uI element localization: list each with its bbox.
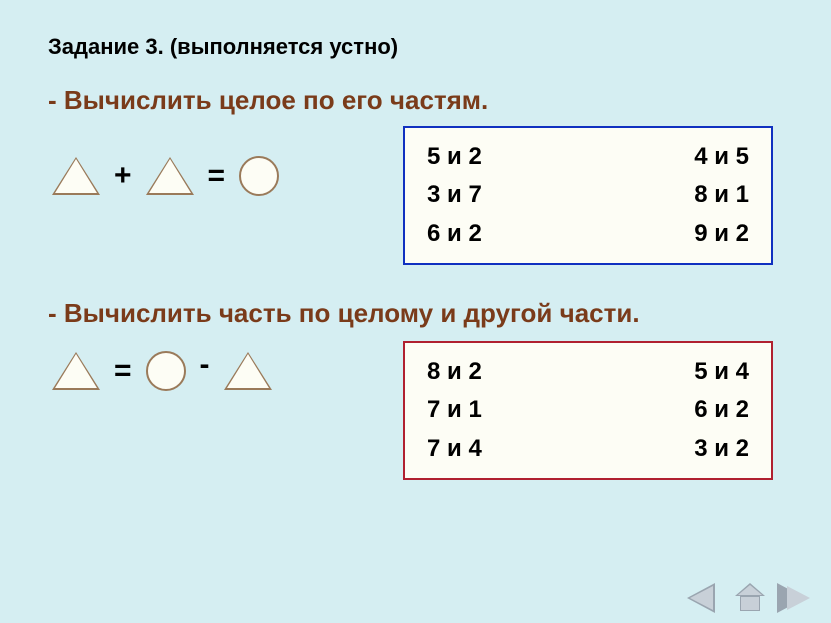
section2-body: = - 8 и 2 5 и 4 7 и 1 6 и 2 7 и 4 3 и 2 (48, 341, 783, 480)
pair-cell: 4 и 5 (694, 138, 749, 176)
section1-equation-area: + = (48, 126, 279, 265)
task-title: Задание 3. (выполняется устно) (48, 34, 783, 60)
equation-2: = - (52, 351, 272, 391)
pair-cell: 8 и 1 (694, 176, 749, 214)
pair-cell: 9 и 2 (694, 215, 749, 253)
equals-operator: = (208, 159, 226, 193)
nav-controls (687, 583, 813, 613)
arrow-right-icon (777, 583, 805, 613)
plus-operator: + (114, 159, 132, 193)
arrow-left-icon (687, 583, 715, 613)
nav-forward-button[interactable] (777, 583, 813, 613)
minus-operator: - (200, 348, 210, 382)
section1-body: + = 5 и 2 4 и 5 3 и 7 8 и 1 6 и 2 9 и 2 (48, 126, 783, 265)
table-row: 5 и 2 4 и 5 (427, 138, 749, 176)
pair-cell: 8 и 2 (427, 353, 482, 391)
pair-cell: 7 и 4 (427, 430, 482, 468)
nav-home-button[interactable] (735, 583, 765, 613)
section2-equation-area: = - (48, 341, 272, 480)
pair-cell: 3 и 7 (427, 176, 482, 214)
equation-1: + = (52, 156, 279, 196)
pair-cell: 6 и 2 (694, 391, 749, 429)
circle-icon (239, 156, 279, 196)
circle-icon (146, 351, 186, 391)
table-row: 6 и 2 9 и 2 (427, 215, 749, 253)
pair-cell: 5 и 2 (427, 138, 482, 176)
table-row: 7 и 1 6 и 2 (427, 391, 749, 429)
triangle-icon (52, 352, 100, 390)
section1-number-box: 5 и 2 4 и 5 3 и 7 8 и 1 6 и 2 9 и 2 (403, 126, 773, 265)
section2-number-box: 8 и 2 5 и 4 7 и 1 6 и 2 7 и 4 3 и 2 (403, 341, 773, 480)
slide-content: Задание 3. (выполняется устно) - Вычисли… (0, 0, 831, 480)
table-row: 3 и 7 8 и 1 (427, 176, 749, 214)
pair-cell: 3 и 2 (694, 430, 749, 468)
table-row: 8 и 2 5 и 4 (427, 353, 749, 391)
nav-back-button[interactable] (687, 583, 723, 613)
triangle-icon (52, 157, 100, 195)
equals-operator: = (114, 354, 132, 388)
pair-cell: 7 и 1 (427, 391, 482, 429)
pair-cell: 6 и 2 (427, 215, 482, 253)
home-icon (735, 583, 765, 596)
triangle-icon (224, 352, 272, 390)
pair-cell: 5 и 4 (694, 353, 749, 391)
section1-heading: - Вычислить целое по его частям. (48, 84, 783, 118)
table-row: 7 и 4 3 и 2 (427, 430, 749, 468)
section2-heading: - Вычислить часть по целому и другой час… (48, 297, 783, 331)
triangle-icon (146, 157, 194, 195)
